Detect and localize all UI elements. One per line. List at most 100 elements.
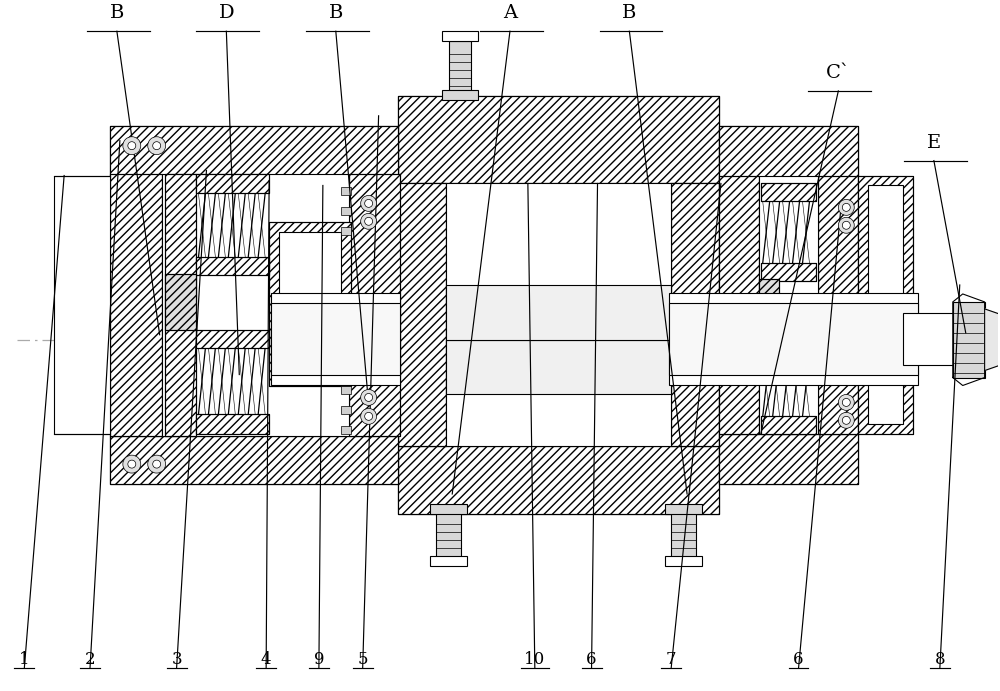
Text: 2: 2 — [85, 651, 95, 668]
Circle shape — [361, 408, 377, 424]
Bar — [110, 126, 398, 184]
Bar — [349, 173, 400, 436]
Bar — [110, 436, 398, 484]
Circle shape — [153, 142, 161, 150]
Bar — [449, 41, 471, 96]
Circle shape — [128, 460, 136, 468]
Circle shape — [838, 413, 854, 428]
Bar — [665, 556, 702, 566]
Bar — [110, 126, 398, 184]
Bar — [761, 184, 816, 201]
Circle shape — [842, 203, 850, 211]
Bar — [759, 279, 779, 337]
Bar — [669, 293, 918, 384]
Text: 8: 8 — [935, 651, 945, 668]
Bar — [162, 173, 349, 436]
Bar — [398, 96, 719, 184]
Bar — [818, 176, 858, 434]
Bar — [761, 263, 816, 281]
Bar — [761, 417, 816, 434]
Circle shape — [153, 460, 161, 468]
Text: 5: 5 — [357, 651, 368, 668]
Bar — [341, 227, 351, 235]
Bar — [761, 417, 816, 434]
Circle shape — [838, 200, 854, 216]
Text: 9: 9 — [314, 651, 324, 668]
Text: B: B — [622, 4, 637, 22]
Text: 7: 7 — [666, 651, 676, 668]
Bar — [761, 337, 816, 354]
Bar — [761, 184, 816, 201]
Circle shape — [148, 455, 166, 473]
Bar — [398, 96, 719, 514]
Bar — [719, 176, 759, 434]
Bar — [719, 176, 759, 434]
Bar — [110, 126, 398, 484]
Bar — [196, 330, 269, 348]
Text: D: D — [219, 4, 234, 22]
Bar — [903, 313, 965, 365]
Text: 10: 10 — [524, 651, 545, 668]
Polygon shape — [985, 309, 1000, 370]
Circle shape — [838, 395, 854, 410]
Circle shape — [365, 200, 373, 207]
Bar — [398, 96, 719, 184]
Text: B: B — [110, 4, 124, 22]
Bar — [398, 184, 446, 446]
Bar — [196, 330, 269, 348]
Bar — [759, 176, 818, 434]
Bar — [446, 340, 671, 395]
Bar — [671, 512, 696, 560]
Bar — [341, 386, 351, 395]
Circle shape — [361, 390, 377, 406]
Bar — [818, 176, 858, 434]
Bar — [349, 173, 400, 436]
Text: B: B — [329, 4, 343, 22]
Circle shape — [123, 455, 141, 473]
Bar — [110, 436, 398, 484]
Bar — [761, 263, 816, 281]
Bar — [436, 512, 461, 560]
Bar — [442, 90, 478, 100]
Bar — [110, 173, 162, 436]
Bar — [719, 126, 858, 484]
Circle shape — [361, 214, 377, 229]
Bar — [271, 303, 400, 375]
Bar — [196, 415, 269, 434]
Bar — [430, 556, 467, 566]
Bar — [719, 434, 858, 484]
Bar — [761, 337, 816, 354]
Bar — [165, 274, 196, 330]
Bar — [858, 176, 913, 434]
Bar — [341, 406, 351, 415]
Bar — [868, 185, 903, 424]
Circle shape — [842, 221, 850, 229]
Text: 3: 3 — [171, 651, 182, 668]
Text: A: A — [503, 4, 517, 22]
Circle shape — [838, 218, 854, 234]
Circle shape — [148, 137, 166, 155]
Bar — [196, 415, 269, 434]
Bar — [54, 176, 110, 434]
Text: E: E — [927, 133, 941, 151]
Bar — [671, 184, 719, 446]
Circle shape — [365, 393, 373, 401]
Bar — [665, 504, 702, 514]
Bar — [398, 446, 719, 514]
Bar — [196, 173, 269, 193]
Bar — [165, 274, 196, 330]
Bar — [430, 504, 467, 514]
Bar — [669, 303, 918, 375]
Bar — [279, 232, 341, 377]
Circle shape — [123, 137, 141, 155]
Bar — [341, 207, 351, 216]
Bar — [165, 173, 196, 436]
Circle shape — [842, 417, 850, 424]
Bar — [269, 223, 351, 386]
Bar — [341, 426, 351, 434]
Bar — [671, 184, 719, 446]
Bar — [165, 173, 196, 436]
Bar — [442, 31, 478, 41]
Circle shape — [361, 196, 377, 211]
Bar — [398, 184, 446, 446]
